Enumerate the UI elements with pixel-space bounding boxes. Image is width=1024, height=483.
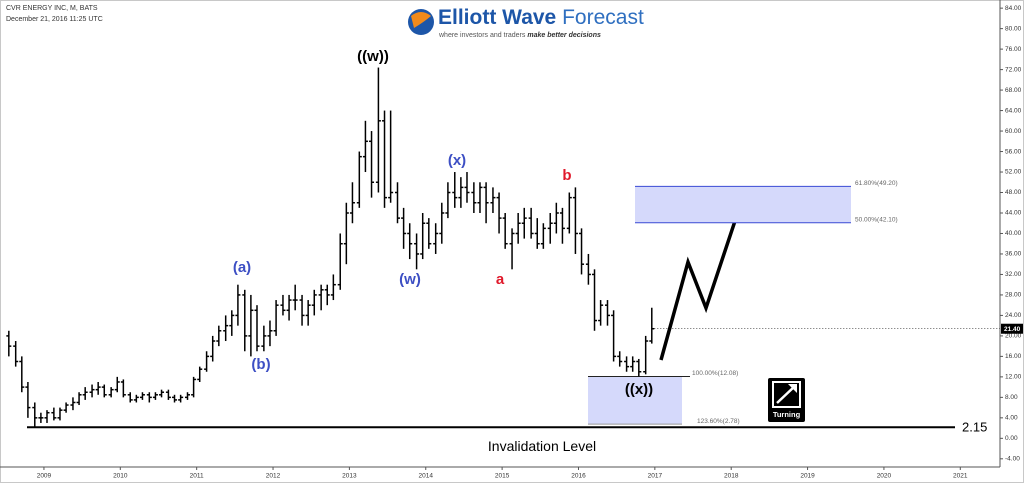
y-tick-label: 16.00 [1005,353,1022,360]
y-tick-label: 0.00 [1005,435,1018,442]
wave-label: b [562,167,571,184]
y-tick-label: 68.00 [1005,87,1022,94]
y-tick-label: -4.00 [1005,456,1020,463]
last-price-box [1001,323,1023,334]
x-tick-label: 2019 [800,473,815,480]
x-tick-label: 2018 [724,473,739,480]
y-tick-label: 72.00 [1005,66,1022,73]
y-tick-label: 84.00 [1005,5,1022,12]
x-tick-label: 2016 [571,473,586,480]
logo-title: Elliott Wave Forecast [438,6,644,29]
y-tick-label: 44.00 [1005,210,1022,217]
y-tick-label: 80.00 [1005,25,1022,32]
last-price-label: 21.40 [1004,326,1021,333]
y-tick-label: 60.00 [1005,128,1022,135]
y-tick-label: 28.00 [1005,292,1022,299]
x-tick-label: 2020 [877,473,892,480]
x-tick-label: 2013 [342,473,357,480]
y-tick-label: 32.00 [1005,271,1022,278]
badge: Turning [768,378,805,422]
y-tick-label: 20.00 [1005,333,1022,340]
projection-path [659,202,743,361]
wave-label: a [496,271,505,288]
y-tick-label: 8.00 [1005,394,1018,401]
fib-zone [635,186,851,223]
y-tick-label: 24.00 [1005,312,1022,319]
wave-label: (w) [399,271,421,288]
wave-label: ((w)) [357,48,389,65]
y-tick-label: 64.00 [1005,107,1022,114]
y-tick-label: 36.00 [1005,251,1022,258]
badge-text: Turning [773,410,801,419]
invalidation-text: Invalidation Level [488,438,596,454]
logo-tagline-bold: make better decisions [527,32,601,39]
invalidation-value: 2.15 [962,420,987,435]
logo: Elliott Wave Forecast where investors an… [408,6,644,39]
logo-title-light: Forecast [562,6,644,29]
y-tick-label: 48.00 [1005,189,1022,196]
logo-swoosh [411,12,431,28]
fib-label: 50.00%(42.10) [855,216,898,223]
chart-subtitle: December 21, 2016 11:25 UTC [6,16,103,23]
y-tick-label: 40.00 [1005,230,1022,237]
y-tick-label: 56.00 [1005,148,1022,155]
x-tick-label: 2021 [953,473,968,480]
x-tick-label: 2017 [648,473,663,480]
fib-label: 100.00%(12.08) [692,370,738,377]
logo-title-bold: Elliott Wave [438,6,556,29]
x-tick-label: 2011 [190,473,204,480]
badge-icon-head [788,384,797,393]
wave-label: ((x)) [625,381,653,398]
y-tick-label: 4.00 [1005,415,1018,422]
logo-tagline: where investors and traders make better … [438,32,601,39]
y-tick-label: 52.00 [1005,169,1022,176]
x-tick-label: 2015 [495,473,510,480]
logo-tagline-plain: where investors and traders [438,32,526,39]
x-tick-label: 2014 [419,473,434,480]
chart-title: CVR ENERGY INC, M, BATS [6,5,98,12]
badge-icon-arrow [776,385,796,404]
x-tick-label: 2012 [266,473,281,480]
wave-label: (b) [251,356,270,373]
wave-label: (x) [448,152,466,169]
y-tick-label: 76.00 [1005,46,1022,53]
y-tick-label: 12.00 [1005,374,1022,381]
fib-label: 61.80%(49.20) [855,180,898,187]
badge-icon-frame [772,381,801,408]
x-tick-label: 2009 [37,473,52,480]
wave-label: (a) [233,259,251,276]
fib-zone [588,376,682,425]
x-tick-label: 2010 [113,473,128,480]
fib-label: 123.60%(2.78) [697,418,740,425]
